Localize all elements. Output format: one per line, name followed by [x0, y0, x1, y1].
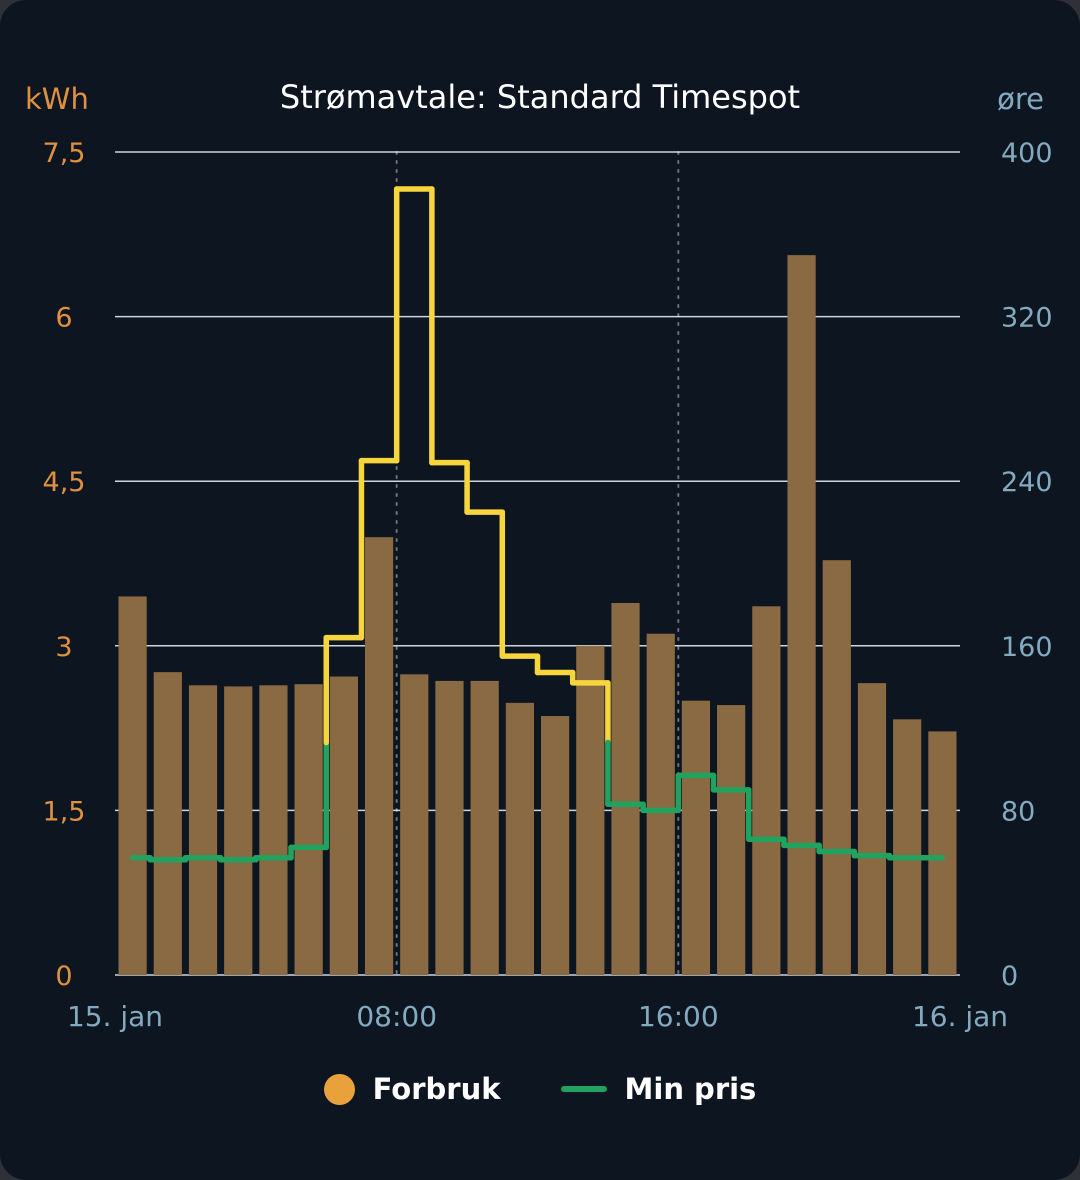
bar-forbruk[interactable]: [294, 684, 323, 975]
left-axis-tick-label: 4,5: [43, 467, 86, 498]
left-axis-tick-label: 6: [55, 303, 72, 334]
min-pris-marker-icon: [560, 1086, 607, 1092]
bar-forbruk[interactable]: [893, 719, 922, 975]
left-axis-tick-label: 1,5: [43, 796, 86, 827]
bar-forbruk[interactable]: [611, 603, 640, 975]
x-axis-tick-label: 16. jan: [912, 1000, 1008, 1033]
forbruk-marker-icon: [323, 1073, 355, 1105]
x-axis-tick-label: 16:00: [638, 1000, 719, 1033]
left-axis-tick-label: 3: [55, 632, 72, 663]
right-axis-unit-label: øre: [997, 82, 1044, 116]
bar-forbruk[interactable]: [470, 680, 499, 975]
legend-item-min-pris[interactable]: Min pris: [560, 1072, 757, 1106]
left-axis-unit-label: kWh: [25, 82, 89, 116]
x-axis-tick-label: 08:00: [356, 1000, 437, 1033]
bar-forbruk[interactable]: [364, 537, 394, 975]
x-axis-tick-label: 15. jan: [67, 1000, 163, 1033]
bar-forbruk[interactable]: [188, 685, 218, 975]
bar-forbruk[interactable]: [259, 685, 288, 975]
bar-forbruk[interactable]: [224, 686, 253, 975]
right-axis-tick-label: 160: [1001, 632, 1053, 663]
right-axis-tick-label: 400: [1001, 138, 1053, 169]
bar-forbruk[interactable]: [541, 716, 570, 975]
bar-forbruk[interactable]: [435, 680, 464, 975]
bar-forbruk[interactable]: [717, 705, 746, 975]
right-axis-tick-label: 240: [1001, 467, 1053, 498]
bar-forbruk[interactable]: [681, 700, 711, 975]
bar-forbruk[interactable]: [857, 683, 887, 975]
left-axis-tick-label: 0: [55, 961, 72, 992]
legend-item-forbruk[interactable]: Forbruk: [323, 1072, 501, 1106]
bar-forbruk[interactable]: [400, 674, 429, 975]
bar-forbruk[interactable]: [153, 672, 182, 975]
right-axis-tick-label: 320: [1001, 303, 1053, 334]
bar-forbruk[interactable]: [822, 560, 851, 975]
bar-forbruk[interactable]: [787, 255, 816, 975]
bar-forbruk[interactable]: [646, 633, 675, 975]
legend-label-min-pris: Min pris: [624, 1072, 757, 1106]
chart-title: Strømavtale: Standard Timespot: [279, 78, 801, 116]
bar-forbruk[interactable]: [576, 645, 605, 975]
bar-forbruk[interactable]: [505, 702, 534, 975]
right-axis-tick-label: 80: [1001, 796, 1035, 827]
legend-label-forbruk: Forbruk: [372, 1072, 501, 1106]
right-axis-tick-label: 0: [1001, 961, 1018, 992]
chart-legend: Forbruk Min pris: [0, 1072, 1080, 1106]
bar-forbruk[interactable]: [928, 731, 957, 975]
bar-forbruk[interactable]: [752, 606, 781, 975]
left-axis-tick-label: 7,5: [43, 138, 86, 169]
bar-forbruk[interactable]: [118, 596, 147, 975]
bar-forbruk[interactable]: [329, 676, 358, 975]
